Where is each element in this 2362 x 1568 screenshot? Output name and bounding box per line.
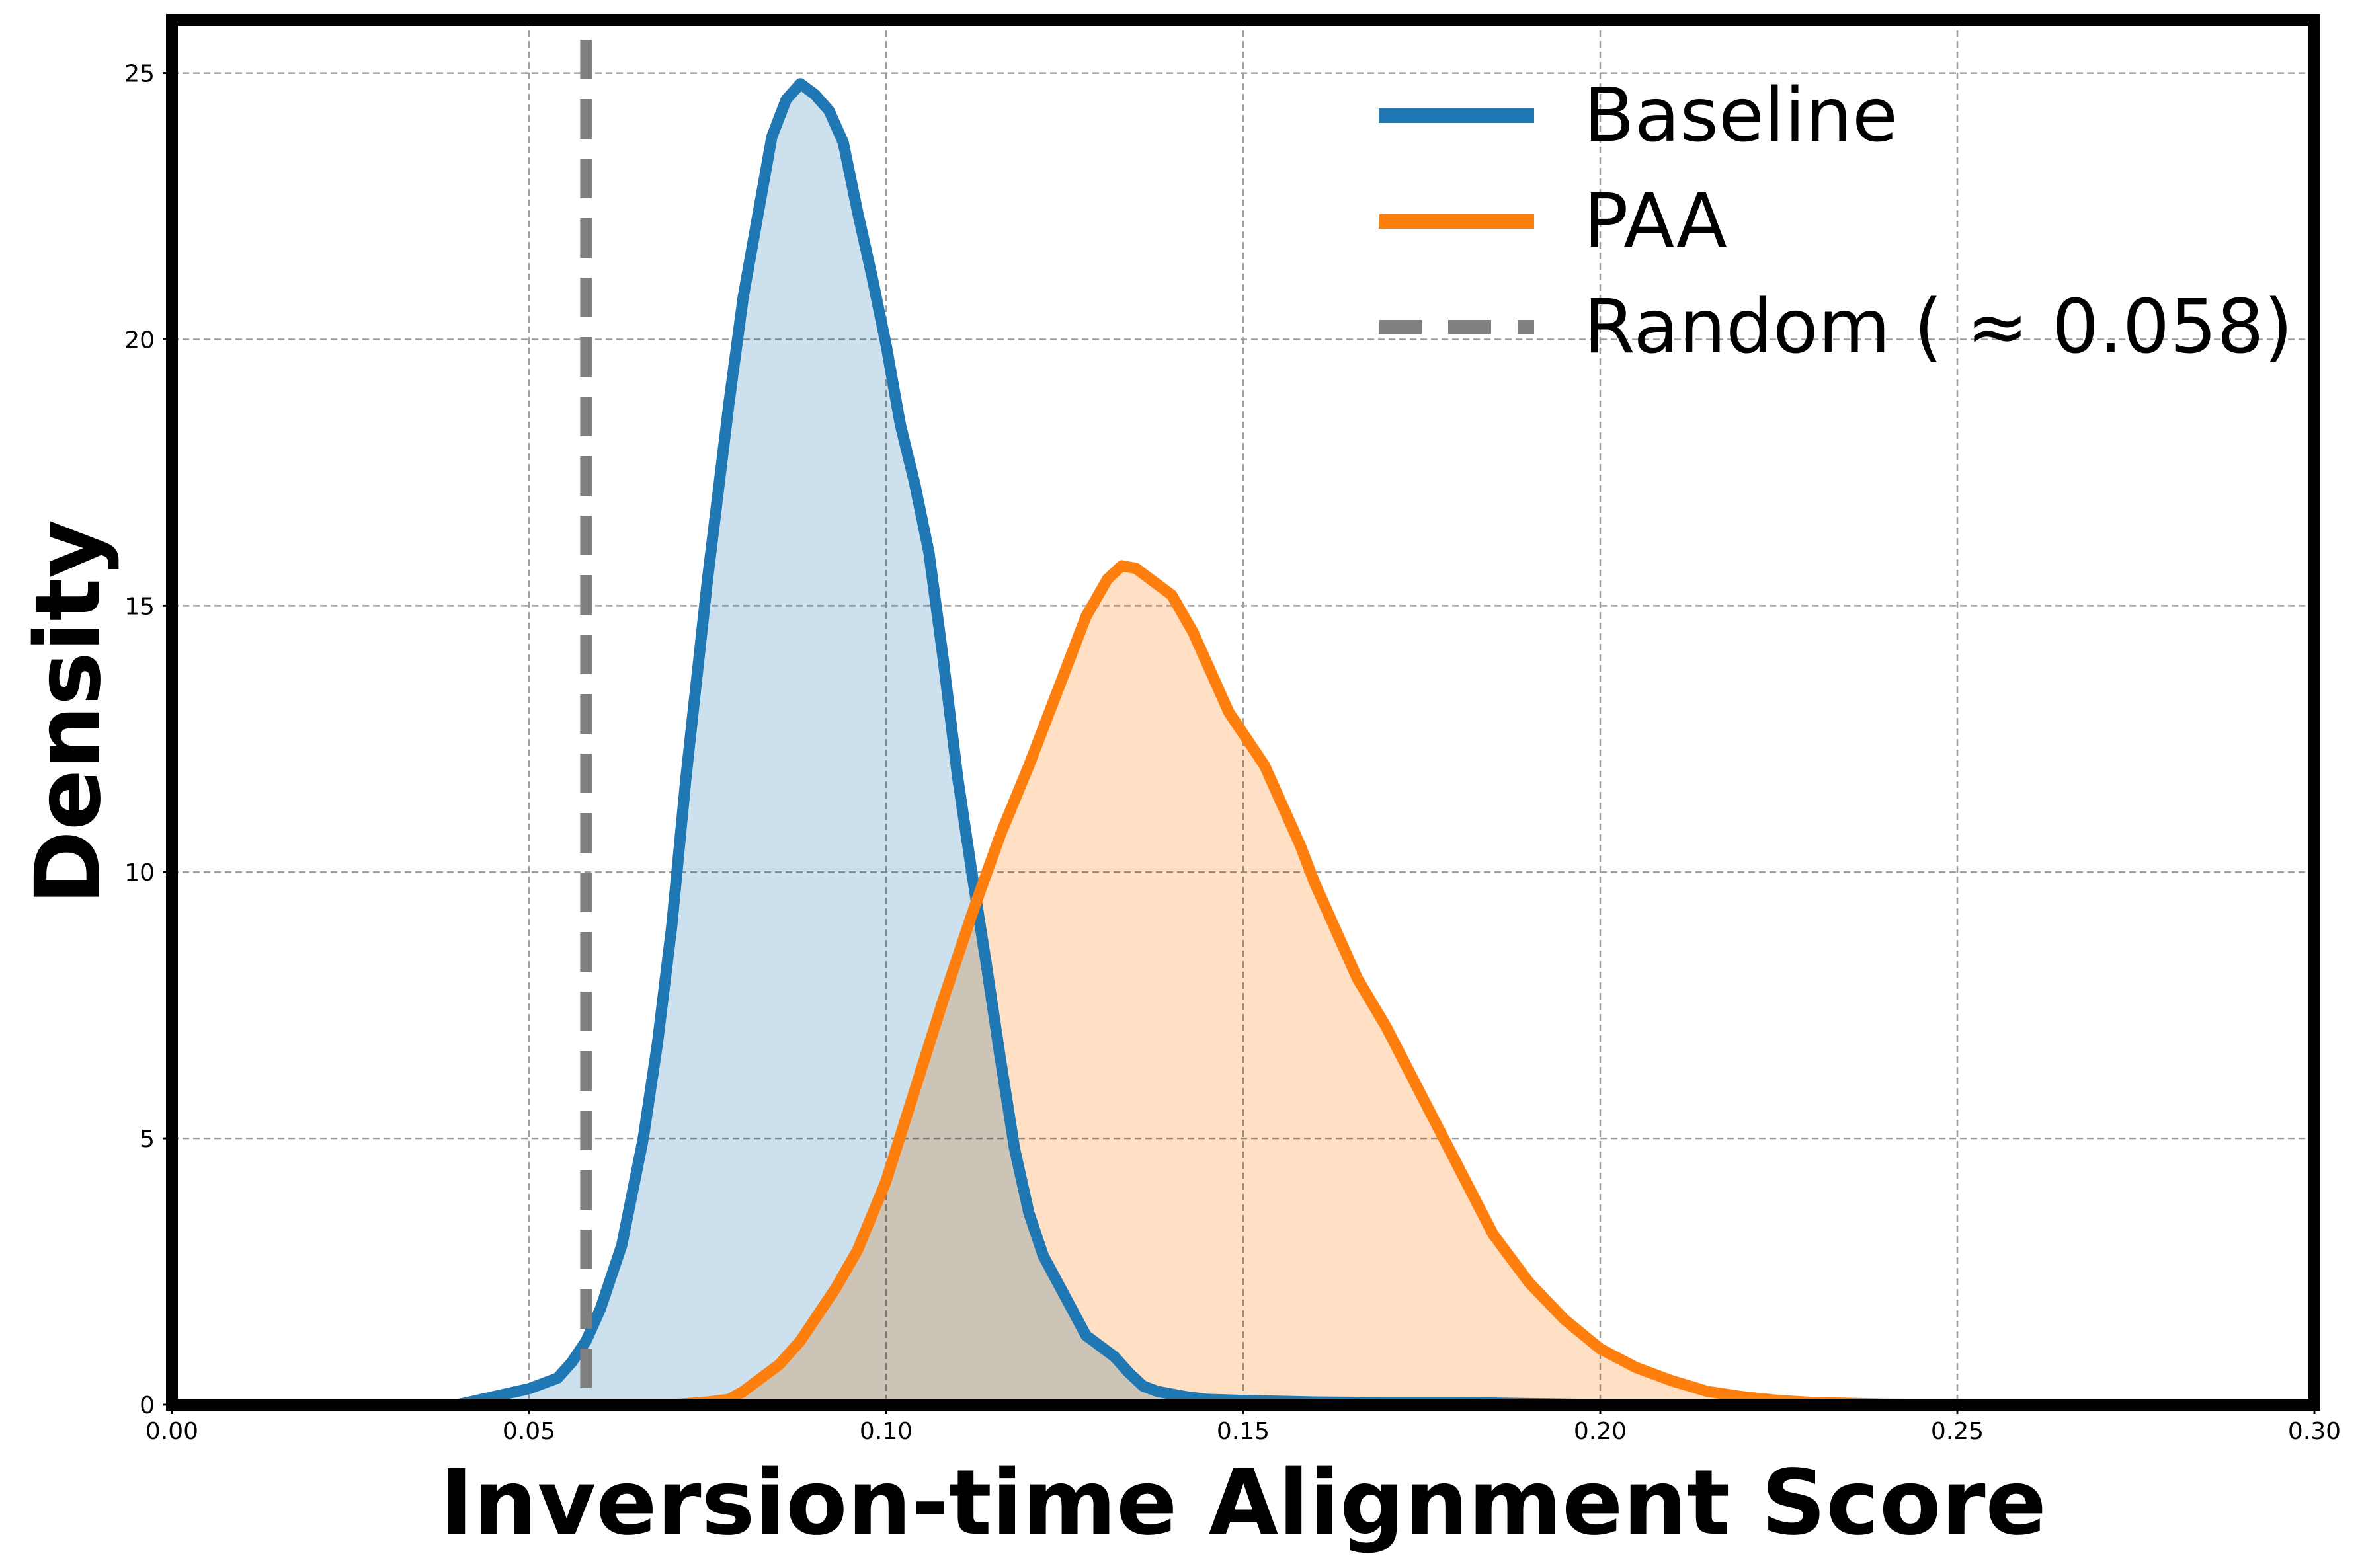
- x-tick-label: 0.00: [145, 1418, 198, 1445]
- y-axis-title: Density: [17, 520, 121, 905]
- y-tick-label: 25: [124, 61, 155, 88]
- legend-label: Baseline: [1584, 73, 1898, 159]
- y-tick-label: 10: [124, 859, 155, 886]
- ticks: 0.00 0.05 0.10 0.15 0.20 0.25 0.30 0 5 10 15 20 25: [124, 61, 2341, 1445]
- x-tick-label: 0.10: [860, 1418, 913, 1445]
- x-axis-title: Inversion-time Alignment Score: [440, 1451, 2047, 1555]
- y-tick-label: 15: [124, 593, 155, 620]
- x-tick-label: 0.20: [1574, 1418, 1627, 1445]
- y-tick-label: 20: [124, 327, 155, 354]
- y-tick-label: 5: [140, 1126, 155, 1153]
- series-line-baseline: [452, 78, 2320, 1411]
- x-tick-label: 0.30: [2288, 1418, 2341, 1445]
- legend-label: Random ( ≈ 0.058): [1584, 284, 2293, 370]
- x-tick-label: 0.25: [1931, 1418, 1984, 1445]
- series-line-paa: [666, 560, 2320, 1411]
- series-fills: [458, 83, 2314, 1405]
- series-fill-paa: [672, 565, 2314, 1405]
- legend-label: PAA: [1584, 178, 1727, 264]
- series-lines: [452, 78, 2320, 1411]
- legend: Baseline PAA Random ( ≈ 0.058): [1379, 73, 2293, 370]
- x-tick-label: 0.05: [503, 1418, 555, 1445]
- x-tick-label: 0.15: [1217, 1418, 1270, 1445]
- y-tick-label: 0: [140, 1392, 155, 1419]
